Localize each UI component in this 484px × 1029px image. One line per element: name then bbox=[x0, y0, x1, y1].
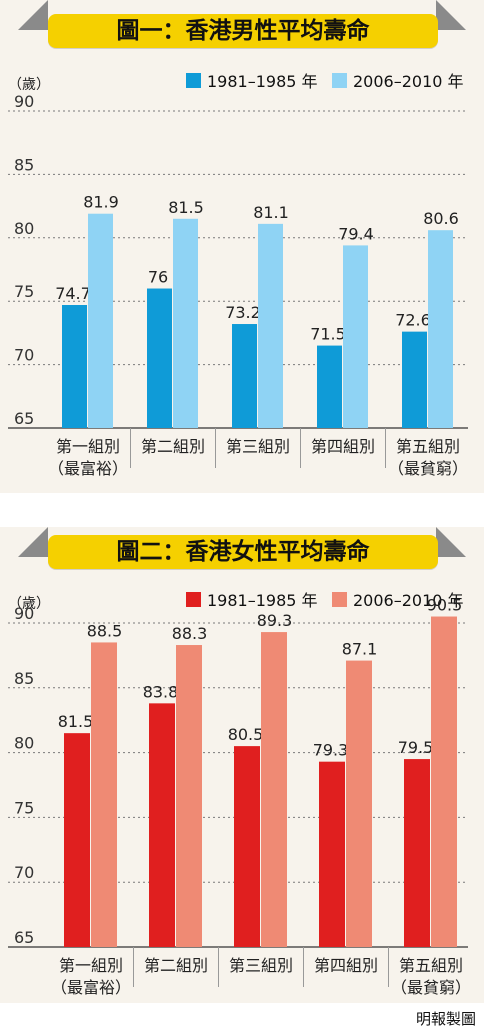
x-tick-label: 第五組別 bbox=[396, 437, 460, 456]
data-label: 90.5 bbox=[427, 596, 463, 615]
data-label: 79.5 bbox=[398, 738, 434, 757]
x-tick-label: 第二組別 bbox=[141, 437, 205, 456]
bar bbox=[232, 324, 257, 428]
x-tick-label: 第四組別 bbox=[311, 437, 375, 456]
x-tick-label: 第一組別 bbox=[56, 437, 120, 456]
y-tick-label: 80 bbox=[14, 734, 34, 753]
y-tick-label: 80 bbox=[14, 219, 34, 238]
x-tick-label: 第二組別 bbox=[144, 956, 208, 975]
banner-fold-left bbox=[18, 527, 48, 557]
data-label: 76 bbox=[148, 268, 168, 287]
data-label: 81.5 bbox=[168, 198, 204, 217]
bar bbox=[147, 288, 172, 428]
bar bbox=[258, 223, 283, 428]
bar bbox=[91, 642, 117, 947]
bar bbox=[173, 218, 198, 428]
data-label: 80.5 bbox=[228, 725, 264, 744]
bar bbox=[346, 660, 372, 947]
data-label: 80.6 bbox=[423, 209, 459, 228]
female-life-expectancy-panel: 圖二：香港女性平均壽命 （歲） 1981–1985 年 2006–2010 年 … bbox=[0, 527, 484, 1003]
bar bbox=[234, 746, 260, 947]
y-tick-label: 75 bbox=[14, 282, 34, 301]
data-label: 79.3 bbox=[313, 741, 349, 760]
data-label: 88.5 bbox=[87, 621, 123, 640]
data-label: 81.9 bbox=[83, 193, 119, 212]
x-tick-label: 第一組別 bbox=[59, 956, 123, 975]
bar bbox=[64, 733, 90, 947]
legend-swatch bbox=[332, 72, 347, 88]
x-tick-label: 第四組別 bbox=[314, 956, 378, 975]
female-bar-chart: 65 70 75 80 85 90 81.5 88.5 第一組別 （最富裕） 83.8 88.3 第二組… bbox=[8, 596, 471, 997]
bar bbox=[431, 616, 457, 947]
bar bbox=[402, 331, 427, 428]
y-tick-label: 70 bbox=[14, 346, 34, 365]
legend-item-series-1: 1981–1985 年 bbox=[186, 68, 318, 92]
y-tick-label: 85 bbox=[14, 669, 34, 688]
male-bar-chart: 65 70 75 80 85 90 74.7 81.9 第一組別 （最富裕） 76 81.5 第二組別 7… bbox=[8, 92, 468, 478]
x-tick-label: 第五組別 bbox=[399, 956, 463, 975]
data-label: 83.8 bbox=[143, 682, 179, 701]
legend-item-series-2: 2006–2010 年 bbox=[332, 587, 464, 611]
y-tick-label: 90 bbox=[14, 604, 34, 623]
bar bbox=[149, 703, 175, 947]
x-tick-label: （最貧窮） bbox=[391, 978, 471, 997]
legend-swatch bbox=[332, 591, 347, 607]
y-tick-label: 85 bbox=[14, 155, 34, 174]
y-tick-label: 90 bbox=[14, 92, 34, 111]
bar bbox=[319, 761, 345, 947]
legend-swatch bbox=[186, 591, 201, 607]
x-tick-label: （最貧窮） bbox=[388, 459, 468, 478]
legend-item-series-1: 1981–1985 年 bbox=[186, 587, 318, 611]
legend-label: 2006–2010 年 bbox=[353, 591, 464, 610]
y-tick-label: 70 bbox=[14, 863, 34, 882]
data-label: 79.4 bbox=[338, 224, 374, 243]
legend-swatch bbox=[186, 72, 201, 88]
x-tick-label: 第三組別 bbox=[229, 956, 293, 975]
chart-title: 圖二：香港女性平均壽命 bbox=[48, 535, 438, 569]
bar bbox=[404, 759, 430, 947]
y-tick-label: 65 bbox=[14, 928, 34, 947]
legend-item-series-2: 2006–2010 年 bbox=[332, 68, 464, 92]
data-label: 72.6 bbox=[395, 311, 431, 330]
banner-fold-right bbox=[436, 527, 466, 557]
y-tick-label: 75 bbox=[14, 798, 34, 817]
x-tick-label: （最富裕） bbox=[48, 459, 128, 478]
data-label: 81.5 bbox=[58, 712, 94, 731]
bar bbox=[317, 345, 342, 428]
legend-label: 1981–1985 年 bbox=[207, 591, 318, 610]
x-tick-label: （最富裕） bbox=[51, 978, 131, 997]
bar bbox=[428, 230, 453, 428]
bar bbox=[261, 632, 287, 947]
bar bbox=[343, 245, 368, 428]
banner-fold-right bbox=[436, 0, 466, 30]
chart-title: 圖一：香港男性平均壽命 bbox=[48, 14, 438, 48]
x-tick-label: 第三組別 bbox=[226, 437, 290, 456]
bar bbox=[88, 213, 113, 428]
bar bbox=[176, 645, 202, 947]
legend-label: 1981–1985 年 bbox=[207, 72, 318, 91]
bar bbox=[62, 305, 87, 428]
data-label: 71.5 bbox=[310, 325, 346, 344]
y-axis-unit: （歲） bbox=[8, 596, 50, 612]
data-label: 89.3 bbox=[257, 611, 293, 630]
banner-fold-left bbox=[18, 0, 48, 30]
data-label: 73.2 bbox=[225, 303, 261, 322]
data-label: 74.7 bbox=[55, 284, 91, 303]
data-label: 87.1 bbox=[342, 640, 378, 659]
credit-text: 明報製圖 bbox=[415, 1010, 476, 1028]
y-axis-unit: （歲） bbox=[8, 77, 50, 93]
y-tick-label: 65 bbox=[14, 409, 34, 428]
data-label: 88.3 bbox=[172, 624, 208, 643]
male-life-expectancy-panel: 圖一：香港男性平均壽命 （歲） 1981–1985 年 2006–2010 年 … bbox=[0, 0, 484, 493]
legend-label: 2006–2010 年 bbox=[353, 72, 464, 91]
data-label: 81.1 bbox=[253, 203, 289, 222]
